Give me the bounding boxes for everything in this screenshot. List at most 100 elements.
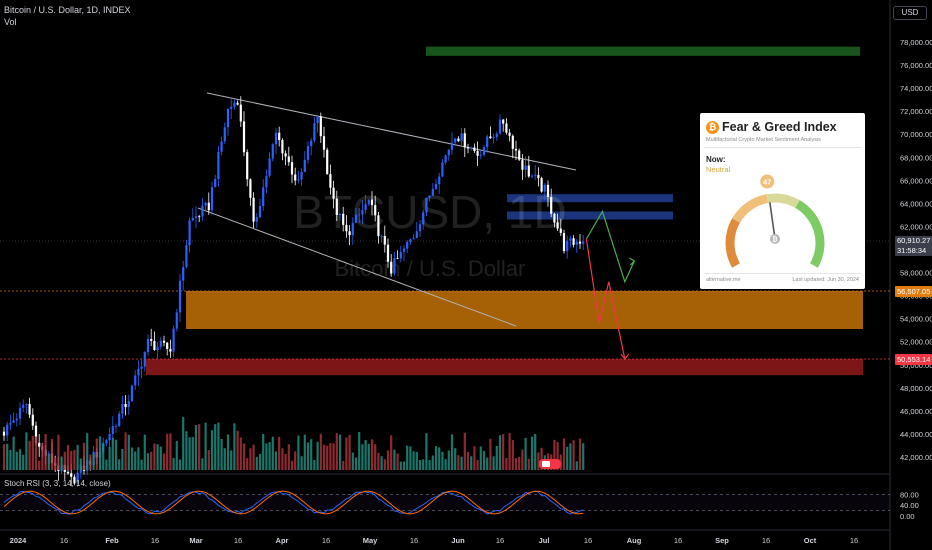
rsi-tick-label: 0.00 (900, 512, 915, 521)
candle-body (374, 205, 377, 216)
candle-body (274, 132, 278, 145)
gauge-segment (725, 218, 741, 268)
volume-bar (278, 436, 281, 470)
volume-bar (249, 448, 252, 470)
volume-bar (22, 454, 25, 470)
candle-body (546, 184, 550, 198)
last-price-value: 60,910.27 (897, 236, 931, 245)
price-tick-label: 64,000.00 (900, 199, 932, 208)
candle-body (364, 204, 367, 211)
candle-body (303, 159, 306, 172)
volume-bar (431, 455, 434, 470)
fear-greed-title: Fear & Greed Index (722, 120, 837, 134)
candle-body (511, 135, 514, 149)
candle-body (191, 217, 194, 221)
volume-bar (150, 451, 153, 470)
volume-bar (86, 433, 89, 470)
time-tick-label: 16 (410, 536, 418, 545)
candle-body (428, 195, 431, 198)
volume-bar (313, 459, 316, 470)
index-value: 47 (763, 177, 771, 186)
candle-body (431, 188, 434, 196)
candle-body (258, 206, 262, 218)
volume-bar (185, 431, 188, 470)
channel-lower-line (197, 207, 517, 327)
candle-body (194, 216, 198, 218)
countdown-value: 31:58:34 (897, 246, 927, 255)
candle-body (473, 147, 476, 152)
rsi-k-line (3, 490, 584, 515)
candle-body (153, 340, 156, 350)
volume-bar (345, 437, 348, 470)
channel-upper-line (206, 92, 577, 171)
candle-body (108, 433, 111, 441)
stoch-rsi-label: Stoch RSI (3, 3, 14, 14, close) (4, 479, 111, 488)
candle-body (182, 267, 185, 281)
candle-body (70, 473, 73, 477)
volume-bar (220, 439, 223, 470)
volume-bar (434, 446, 438, 470)
volume-bar (508, 432, 511, 470)
candle-body (156, 346, 159, 350)
volume-bar (370, 439, 374, 470)
volume-bar (441, 451, 444, 470)
volume-bar (457, 455, 460, 470)
volume-bar (380, 456, 383, 470)
volume-bar (354, 457, 358, 470)
time-tick-label: Sep (715, 536, 729, 545)
candle-body (354, 214, 358, 223)
volume-bar (572, 440, 575, 470)
candle-body (230, 106, 233, 109)
divider (704, 147, 861, 148)
volume-bar (361, 444, 364, 470)
candle-body (482, 147, 486, 155)
candle-body (422, 212, 425, 225)
resistance-zone (507, 194, 673, 203)
time-tick-label: 16 (584, 536, 592, 545)
time-tick-label: 16 (60, 536, 68, 545)
volume-bar (198, 424, 201, 470)
volume-bar (415, 451, 418, 470)
volume-bar (274, 451, 278, 470)
candle-body (188, 220, 191, 246)
volume-bar (498, 435, 502, 470)
time-tick-label: 16 (234, 536, 242, 545)
volume-bar (390, 435, 393, 470)
candle-body (550, 197, 553, 214)
volume-bar (204, 422, 207, 470)
projection-down-arrowhead (620, 353, 630, 360)
candle-body (326, 149, 329, 175)
candle-body (265, 175, 268, 188)
volume-bar (284, 453, 287, 470)
candle-body (207, 202, 210, 211)
candle-body (492, 137, 495, 139)
time-tick-label: Oct (804, 536, 817, 545)
currency-button[interactable]: USD (893, 6, 927, 20)
volume-bar (527, 458, 530, 470)
volume-bar (306, 442, 310, 470)
candle-body (172, 328, 175, 352)
resistance-zone (507, 211, 673, 220)
candle-body (562, 233, 566, 251)
candle-body (281, 140, 284, 154)
volume-bar (406, 445, 409, 470)
candle-body (252, 197, 255, 222)
candle-body (105, 440, 108, 444)
candle-body (220, 141, 223, 152)
volume-bar (524, 437, 527, 470)
price-tick-label: 42,000.00 (900, 453, 932, 462)
gauge-segment (732, 194, 769, 223)
volume-bar (92, 454, 95, 470)
candle-body (143, 352, 146, 367)
volume-bar (223, 448, 226, 470)
candle-body (543, 184, 546, 192)
volume-bar (162, 453, 166, 470)
volume-bar (175, 441, 178, 470)
volume-bar (127, 434, 130, 470)
candle-body (162, 340, 166, 343)
price-tick-label: 58,000.00 (900, 269, 932, 278)
volume-bar (521, 449, 524, 470)
volume-bar (358, 432, 361, 470)
volume-bar (201, 458, 204, 470)
